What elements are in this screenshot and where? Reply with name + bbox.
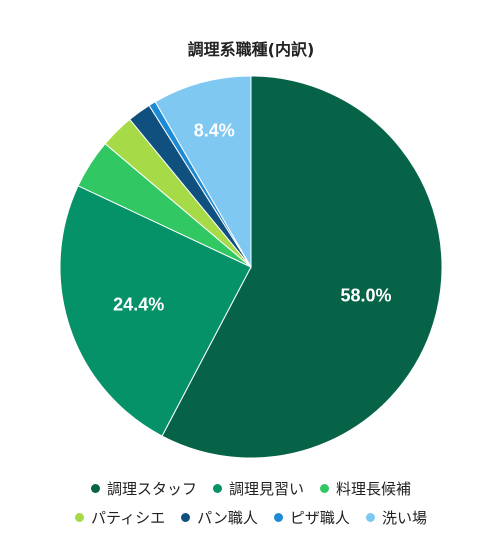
legend-row-1: 調理スタッフ 調理見習い 料理長候補 — [0, 478, 502, 499]
legend-swatch — [365, 513, 375, 522]
legend-swatch — [212, 484, 222, 493]
chart-title: 調理系職種(内訳) — [187, 40, 315, 59]
legend-label: 料理長候補 — [336, 480, 412, 498]
legend-swatch — [75, 513, 85, 522]
legend-item-pizza-maker: ピザ職人 — [273, 507, 350, 528]
legend-item-dishwasher: 洗い場 — [365, 507, 427, 528]
legend-row-2: パティシエ パン職人 ピザ職人 洗い場 — [0, 507, 502, 528]
legend-label: パティシエ — [91, 509, 166, 527]
legend-swatch — [320, 484, 329, 493]
data-label-1: 58.0% — [340, 285, 391, 305]
legend-item-patissier: パティシエ — [75, 507, 165, 528]
legend-item-baker: パン職人 — [181, 507, 258, 528]
legend-label: 調理スタッフ — [106, 480, 197, 498]
legend-item-cook-staff: 調理スタッフ — [90, 478, 197, 499]
pie-slice-2 — [59, 185, 252, 437]
legend-label: 洗い場 — [381, 509, 427, 527]
legend-swatch — [273, 513, 283, 522]
data-label-7: 8.4% — [194, 121, 235, 141]
legend-item-head-chef-candidate: 料理長候補 — [320, 478, 411, 499]
data-label-2: 24.4% — [113, 295, 164, 315]
legend-swatch — [90, 484, 100, 493]
legend-label: パン職人 — [197, 509, 258, 527]
legend-label: ピザ職人 — [289, 509, 350, 527]
legend-label: 調理見習い — [228, 480, 304, 498]
pie-slice-7 — [154, 75, 252, 269]
legend-item-cook-apprentice: 調理見習い — [212, 478, 304, 499]
pie-slice-1 — [161, 75, 443, 459]
legend-swatch — [181, 513, 191, 522]
